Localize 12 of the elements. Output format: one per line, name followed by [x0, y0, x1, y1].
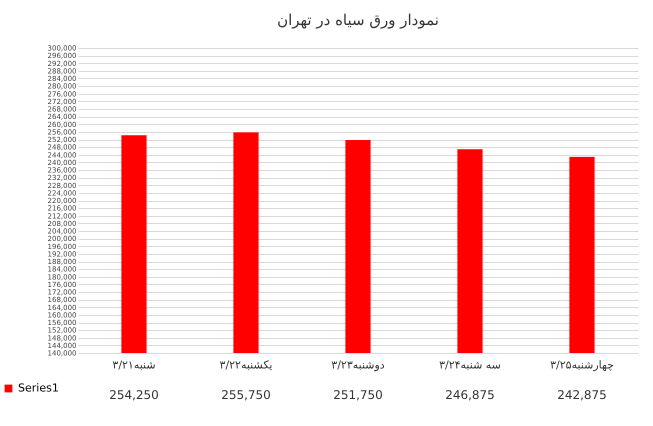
- x-tick-label: چهارشنبه۳/۲۵: [550, 358, 614, 372]
- data-label: 242,875: [557, 388, 607, 402]
- x-tick-label: سه شنبه۳/۲۴: [439, 358, 501, 372]
- data-label: 254,250: [109, 388, 159, 402]
- data-label: 255,750: [221, 388, 271, 402]
- x-tick-label: دوشنبه۳/۲۳: [331, 358, 385, 372]
- x-tick-label: یکشنبه۳/۲۲: [220, 358, 272, 372]
- x-tick-label: شنبه۳/۲۱: [112, 358, 156, 372]
- legend-label: Series1: [18, 382, 59, 394]
- data-label: 251,750: [333, 388, 383, 402]
- chart-title: نمودار ورق سیاه در تهران: [277, 11, 439, 29]
- data-label: 246,875: [445, 388, 495, 402]
